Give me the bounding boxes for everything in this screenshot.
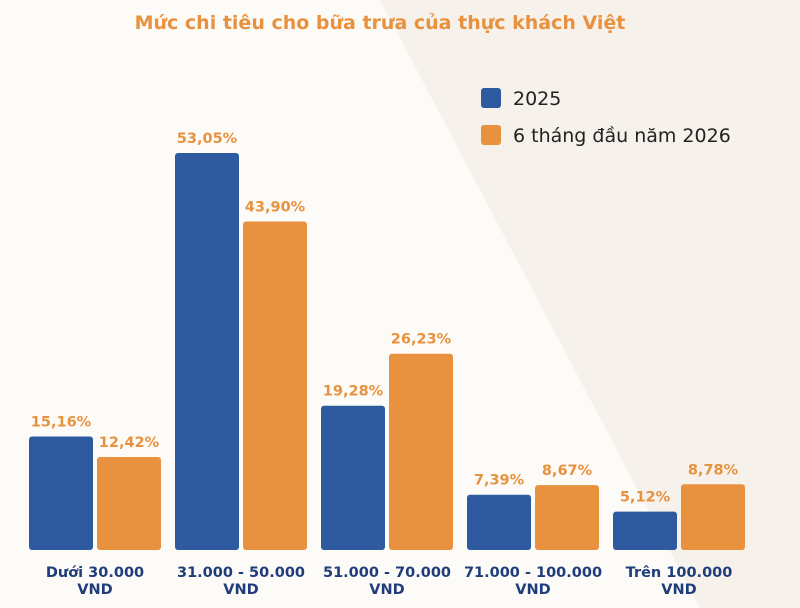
value-label-series1-cat2: 53,05% (177, 131, 238, 147)
value-label-series2-cat5: 8,78% (688, 462, 739, 478)
value-label-series1-cat5: 5,12% (620, 490, 671, 506)
category-label-3-line2: VND (369, 582, 404, 598)
legend-label-2: 6 tháng đầu năm 2026 (513, 125, 731, 147)
category-label-4-line2: VND (515, 582, 550, 598)
bar-series2-cat1 (97, 457, 161, 550)
legend-swatch-2 (481, 125, 501, 145)
bar-series1-cat3 (321, 405, 385, 550)
value-label-series1-cat4: 7,39% (474, 473, 525, 489)
bar-series1-cat1 (29, 436, 93, 550)
legend-swatch-1 (481, 88, 501, 108)
value-labels-group: 15,16% 53,05% 19,28% 7,39% 5,12% 12,42% 43,90%… (31, 131, 739, 506)
bar-series1-cat5 (613, 511, 677, 550)
category-label-1-line1: Dưới 30.000 (46, 565, 144, 581)
bar-series2-cat5 (681, 484, 745, 550)
category-label-5-line2: VND (661, 582, 696, 598)
legend: 2025 6 tháng đầu năm 2026 (481, 88, 731, 147)
bar-series2-cat4 (535, 485, 599, 550)
value-label-series2-cat4: 8,67% (542, 463, 593, 479)
category-label-1-line2: VND (77, 582, 112, 598)
category-label-4-line1: 71.000 - 100.000 (464, 565, 602, 581)
value-label-series2-cat2: 43,90% (245, 199, 306, 215)
chart-title: Mức chi tiêu cho bữa trưa của thực khách… (135, 12, 626, 34)
bar-series2-cat2 (243, 221, 307, 551)
bar-series2-cat3 (389, 353, 453, 550)
category-label-2-line1: 31.000 - 50.000 (177, 565, 305, 581)
category-label-2-line2: VND (223, 582, 258, 598)
value-label-series1-cat3: 19,28% (323, 384, 384, 400)
category-label-5-line1: Trên 100.000 (626, 565, 733, 581)
category-label-3-line1: 51.000 - 70.000 (323, 565, 451, 581)
value-label-series1-cat1: 15,16% (31, 415, 92, 431)
bars-group (29, 153, 745, 551)
value-label-series2-cat1: 12,42% (99, 435, 160, 451)
bar-series1-cat4 (467, 494, 531, 550)
bar-series1-cat2 (175, 153, 239, 550)
background-decoration (380, 0, 800, 608)
legend-label-1: 2025 (513, 88, 561, 110)
value-label-series2-cat3: 26,23% (391, 332, 452, 348)
